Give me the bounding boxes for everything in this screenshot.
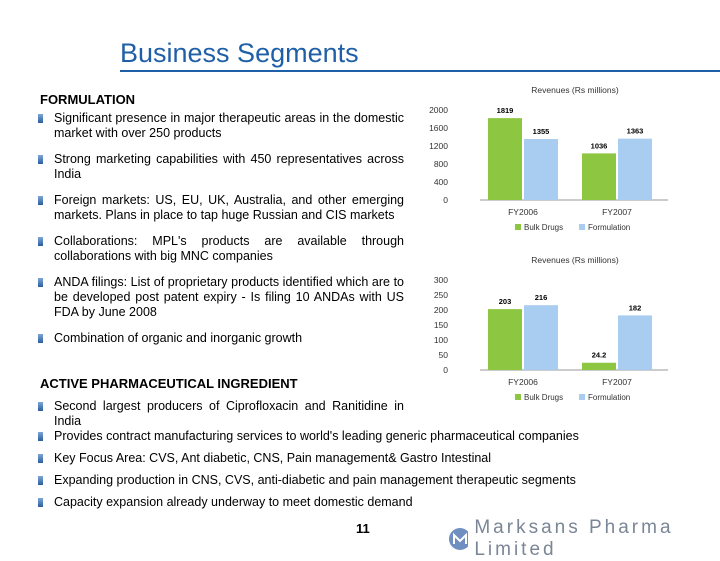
y-tick-label: 1600 — [429, 123, 448, 133]
data-label: 1363 — [627, 127, 644, 136]
data-label: 1819 — [497, 106, 514, 115]
y-tick-label: 150 — [434, 320, 448, 330]
bar-formulation — [618, 315, 652, 370]
chart-title: Revenues (Rs millions) — [531, 85, 619, 95]
formulation-bullet-list: Significant presence in major therapeuti… — [38, 111, 404, 346]
bar-bulk-drugs — [488, 118, 522, 200]
y-tick-label: 0 — [443, 365, 448, 375]
y-tick-label: 250 — [434, 290, 448, 300]
legend-label: Formulation — [588, 393, 630, 402]
legend-label: Bulk Drugs — [524, 393, 563, 402]
bullet-item: ANDA filings: List of proprietary produc… — [38, 275, 404, 320]
data-label: 24.2 — [592, 351, 607, 360]
y-tick-label: 0 — [443, 195, 448, 205]
legend-label: Formulation — [588, 223, 630, 232]
y-tick-label: 1200 — [429, 141, 448, 151]
bar-bulk-drugs — [488, 309, 522, 370]
legend-swatch — [515, 394, 521, 400]
bullet-text: Provides contract manufacturing services… — [54, 429, 579, 443]
revenue-chart-2: Revenues (Rs millions) 300 250 200 150 100 50 0… — [434, 255, 668, 402]
x-tick-label: FY2007 — [602, 377, 632, 387]
bar-bulk-drugs — [582, 153, 616, 200]
bullet-text: Capacity expansion already underway to m… — [54, 495, 413, 509]
bullet-text: Second largest producers of Ciprofloxaci… — [54, 399, 404, 428]
revenue-chart-1: Revenues (Rs millions) 2000 1600 1200 800 400… — [429, 85, 668, 232]
bullet-icon — [38, 476, 43, 485]
bullet-icon — [38, 334, 43, 343]
title-underline — [120, 70, 720, 72]
bullet-icon — [38, 432, 43, 441]
legend-swatch — [579, 394, 585, 400]
company-logo: Marksans Pharma Limited — [448, 517, 720, 561]
bullet-item: Provides contract manufacturing services… — [38, 429, 678, 444]
bullet-icon — [38, 278, 43, 287]
api-bullet-list: Second largest producers of Ciprofloxaci… — [38, 399, 678, 510]
x-tick-label: FY2007 — [602, 207, 632, 217]
bar-formulation — [524, 139, 558, 200]
legend-swatch — [515, 224, 521, 230]
data-label: 216 — [535, 293, 548, 302]
bullet-item: Collaborations: MPL's products are avail… — [38, 234, 404, 264]
y-tick-label: 100 — [434, 335, 448, 345]
logo-icon — [449, 528, 469, 550]
bullet-item: Significant presence in major therapeuti… — [38, 111, 404, 141]
bullet-icon — [38, 196, 43, 205]
bullet-text: Expanding production in CNS, CVS, anti-d… — [54, 473, 576, 487]
bullet-icon — [38, 498, 43, 507]
bullet-item: Expanding production in CNS, CVS, anti-d… — [38, 473, 678, 488]
y-tick-label: 400 — [434, 177, 448, 187]
formulation-heading: FORMULATION — [40, 92, 136, 107]
data-label: 1036 — [591, 141, 608, 150]
bullet-icon — [38, 237, 43, 246]
bullet-text: Significant presence in major therapeuti… — [54, 111, 404, 140]
bullet-item: Capacity expansion already underway to m… — [38, 495, 678, 510]
bullet-icon — [38, 402, 43, 411]
bar-bulk-drugs — [582, 362, 616, 370]
bullet-text: Collaborations: MPL's products are avail… — [54, 234, 404, 263]
bullet-item: Foreign markets: US, EU, UK, Australia, … — [38, 193, 404, 223]
x-tick-label: FY2006 — [508, 377, 538, 387]
bullet-text: Foreign markets: US, EU, UK, Australia, … — [54, 193, 404, 222]
bar-formulation — [524, 305, 558, 370]
bullet-item: Second largest producers of Ciprofloxaci… — [38, 399, 404, 429]
bar-formulation — [618, 138, 652, 200]
chart-title: Revenues (Rs millions) — [531, 255, 619, 265]
data-label: 203 — [499, 297, 512, 306]
y-tick-label: 800 — [434, 159, 448, 169]
y-tick-label: 200 — [434, 305, 448, 315]
bullet-item: Key Focus Area: CVS, Ant diabetic, CNS, … — [38, 451, 678, 466]
bullet-text: Combination of organic and inorganic gro… — [54, 331, 303, 345]
legend-swatch — [579, 224, 585, 230]
legend-label: Bulk Drugs — [524, 223, 563, 232]
bullet-item: Strong marketing capabilities with 450 r… — [38, 152, 404, 182]
page-number: 11 — [356, 521, 370, 536]
bullet-icon — [38, 114, 43, 123]
bullet-text: ANDA filings: List of proprietary produc… — [54, 275, 404, 319]
bullet-text: Key Focus Area: CVS, Ant diabetic, CNS, … — [54, 451, 492, 465]
bullet-icon — [38, 155, 43, 164]
logo-text: Marksans Pharma Limited — [474, 517, 674, 560]
y-tick-label: 300 — [434, 275, 448, 285]
data-label: 1355 — [533, 127, 550, 136]
slide-title: Business Segments — [120, 38, 359, 68]
x-tick-label: FY2006 — [508, 207, 538, 217]
data-label: 182 — [629, 303, 642, 312]
y-tick-label: 2000 — [429, 105, 448, 115]
bullet-icon — [38, 454, 43, 463]
bullet-text: Strong marketing capabilities with 450 r… — [54, 152, 404, 181]
bullet-item: Combination of organic and inorganic gro… — [38, 331, 404, 346]
y-tick-label: 50 — [439, 350, 449, 360]
api-heading: ACTIVE PHARMACEUTICAL INGREDIENT — [40, 376, 298, 391]
